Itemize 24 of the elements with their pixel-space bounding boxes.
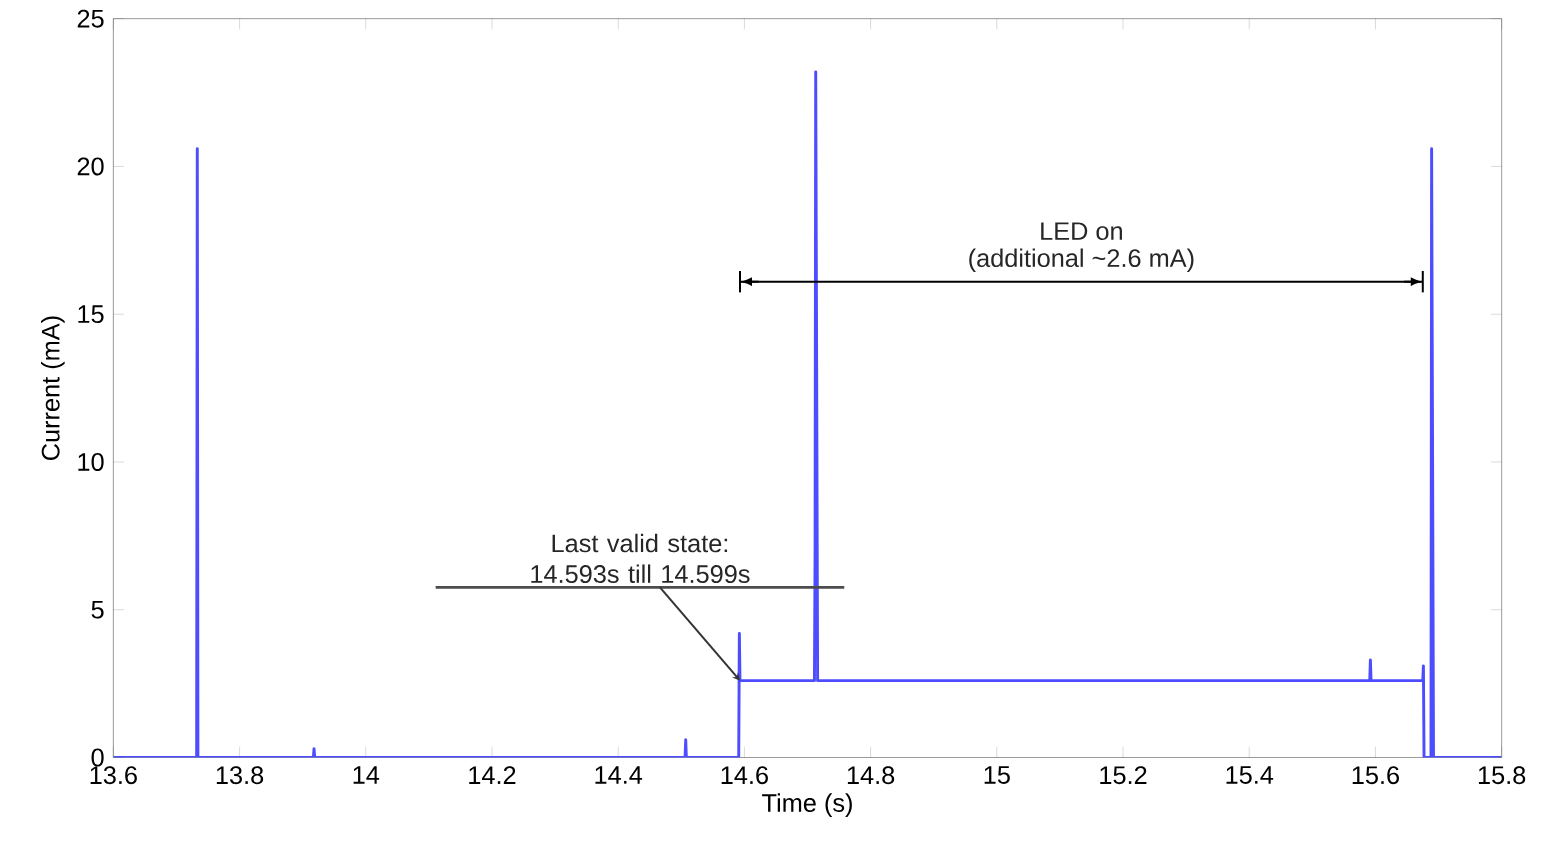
x-tick-label: 15 [984,766,1010,785]
y-tick-label: 20 [77,157,104,176]
x-axis-title: Time (s) [762,793,852,818]
y-tick-label: 5 [91,601,104,619]
annotation: Last valid state: 14.593s till 14.599s [531,533,750,584]
x-tick-label: 14.4 [595,766,643,784]
y-tick-label: 15 [78,305,104,324]
y-tick-label: 10 [78,453,104,472]
x-tick-label: 15.6 [1352,766,1399,785]
annotation: LED on [1041,222,1122,241]
x-tick-label: 14.6 [721,766,768,785]
line-series [113,70,1502,758]
x-tick-label: 13.6 [90,766,137,785]
y-tick-label: 0 [91,748,104,767]
x-tick-label: 15.4 [1226,766,1274,785]
x-tick-label: 14.8 [847,766,895,785]
y-tick-label: 25 [77,9,104,28]
y-axis-title: Current (mA) [41,316,65,461]
x-tick-label: 13.8 [216,766,264,785]
x-tick-label: 14.2 [469,766,516,785]
x-tick-label: 15.2 [1100,766,1147,785]
annotation: (additional ~2.6 mA) [969,248,1194,273]
x-tick-label: 15.8 [1478,766,1526,785]
x-tick-label: 14 [353,766,380,784]
